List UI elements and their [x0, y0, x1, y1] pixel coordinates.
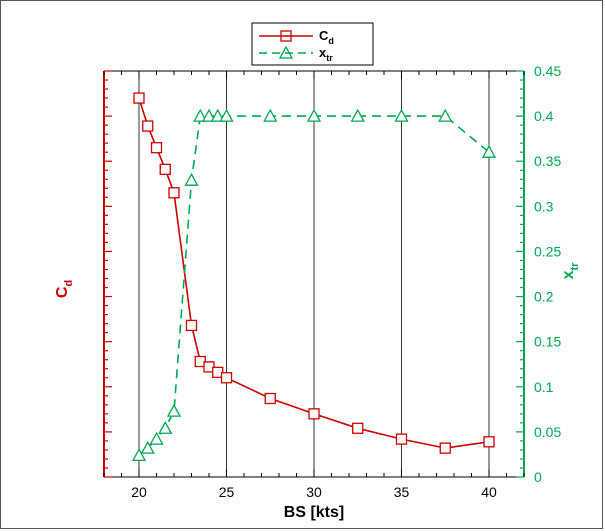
y-axis-left-title-sub: d [63, 280, 75, 287]
data-point-xtr [166, 403, 182, 417]
data-point-xtr [263, 108, 278, 122]
y-axis-right-title-main: x [560, 270, 577, 279]
data-point-xtr [438, 108, 453, 122]
legend-xtr-label: xtr [319, 45, 333, 63]
data-point-cd [150, 142, 163, 154]
y-axis-right-title: xtr [560, 262, 581, 280]
y-right-tick-label: 0.2 [534, 289, 554, 305]
data-point-xtr [350, 108, 365, 122]
y-right-tick-label: 0.25 [534, 243, 561, 259]
y-right-tick-label: 0.05 [534, 424, 561, 440]
y-axis-right-title-sub: tr [569, 262, 581, 271]
data-point-xtr [131, 447, 147, 461]
y-right-tick-label: 0.35 [534, 153, 561, 169]
data-point-cd [352, 422, 364, 434]
data-point-xtr [394, 108, 409, 122]
legend-cd-sub: d [328, 36, 334, 46]
y-right-tick-label: 0.45 [534, 63, 561, 79]
series [131, 92, 497, 461]
data-point-xtr [140, 440, 155, 454]
data-point-cd [168, 187, 180, 199]
y-right-tick-label: 0 [534, 469, 542, 485]
data-point-xtr [210, 108, 225, 122]
x-tick-label: 20 [131, 484, 147, 500]
legend-xtr-marker [278, 45, 294, 59]
data-point-xtr [193, 108, 208, 122]
x-tick-label: 40 [481, 484, 497, 500]
axes: 20 25 30 35 40 0 0.05 0.1 0.15 0.2 0.25 0.3 0.35 0.4 0… [103, 63, 561, 500]
data-point-cd [264, 392, 276, 405]
data-point-cd [483, 436, 495, 448]
data-point-xtr [184, 172, 199, 186]
legend-xtr-sub: tr [326, 53, 333, 63]
y-right-tick-label: 0.4 [534, 108, 554, 124]
data-point-cd [133, 92, 145, 104]
x-tick-label: 35 [394, 484, 410, 500]
data-point-cd [395, 433, 408, 445]
data-point-xtr [219, 108, 234, 122]
legend-xtr-main: x [319, 45, 327, 60]
x-tick-label: 30 [306, 484, 322, 500]
data-point-cd [308, 408, 320, 420]
data-point-xtr [201, 108, 217, 122]
legend-box [251, 22, 374, 66]
y-axis-left-title-main: C [54, 286, 71, 298]
y-right-tick-label: 0.15 [534, 334, 561, 350]
y-axis-left-title: Cd [54, 280, 75, 298]
data-point-cd [142, 120, 154, 132]
data-point-cd [220, 372, 233, 384]
data-point-xtr [306, 108, 322, 122]
data-point-cd [439, 442, 451, 454]
data-point-xtr [481, 144, 497, 158]
y-right-tick-label: 0.1 [534, 379, 554, 395]
data-point-xtr [149, 431, 164, 445]
legend-cd-main: C [319, 28, 329, 43]
legend-cd-marker [280, 30, 292, 42]
data-point-xtr [158, 420, 173, 434]
data-point-cd [185, 319, 198, 332]
x-axis-title: BS [kts] [284, 504, 344, 521]
legend-cd-label: Cd [319, 28, 334, 46]
y-right-tick-label: 0.3 [534, 198, 554, 214]
x-tick-label: 25 [219, 484, 235, 500]
data-point-cd [159, 163, 171, 175]
grid-lines [138, 71, 490, 477]
legend: Cd xtr [251, 22, 374, 66]
